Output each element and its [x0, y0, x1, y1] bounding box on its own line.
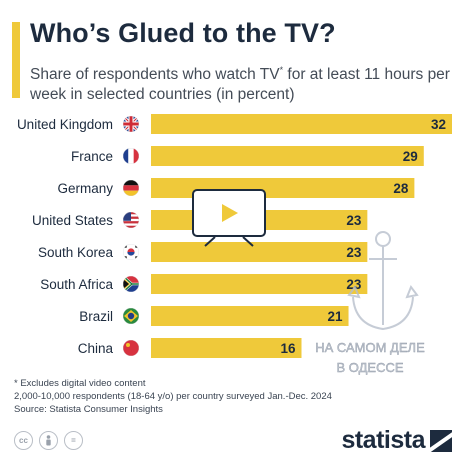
flag-us-icon — [123, 212, 139, 228]
category-label: United Kingdom — [17, 117, 113, 132]
footnote-excludes: * Excludes digital video content — [14, 378, 146, 389]
category-label: France — [71, 149, 113, 164]
flag-de-icon — [123, 180, 139, 196]
data-label: 23 — [346, 213, 362, 228]
subtitle-footnote-mark: * — [279, 65, 284, 75]
data-label: 23 — [346, 277, 362, 292]
bar-fr — [151, 146, 424, 166]
bar-de — [151, 178, 415, 198]
tv-leg-right — [242, 236, 254, 247]
category-label: United States — [32, 213, 113, 228]
flag-za-icon — [123, 276, 139, 292]
data-label: 28 — [393, 181, 409, 196]
data-label: 23 — [346, 245, 362, 260]
bar-row-uk: United Kingdom 32 — [17, 114, 452, 134]
footnote-respondents: 2,000-10,000 respondents (18-64 y/o) per… — [14, 391, 332, 402]
category-label: South Korea — [38, 245, 114, 260]
bar-za — [151, 274, 368, 294]
source-note: Source: Statista Consumer Insights — [14, 404, 163, 415]
category-label: Germany — [57, 181, 113, 196]
flag-uk-icon — [123, 116, 139, 132]
title-accent-bar — [12, 22, 20, 98]
brand-name: statista — [341, 426, 425, 454]
chart-subtitle: Share of respondents who watch TV* for a… — [30, 60, 450, 105]
watermark-line-2: В ОДЕССЕ — [336, 360, 403, 375]
subtitle-rest: for at least 11 hours per week in select… — [30, 66, 450, 104]
chart-title: Who’s Glued to the TV? — [30, 18, 336, 48]
bar-row-br: Brazil 21 — [79, 306, 349, 326]
watermark-line-1: НА САМОМ ДЕЛЕ — [315, 340, 425, 355]
play-icon — [222, 204, 238, 222]
bar-row-cn: China 16 — [78, 338, 302, 358]
bar-uk — [151, 114, 452, 134]
subtitle-main: Share of respondents who watch TV — [30, 66, 280, 84]
bar-cn — [151, 338, 302, 358]
category-label: South Africa — [40, 277, 113, 292]
tv-leg-left — [204, 236, 216, 247]
statista-mark-icon — [430, 429, 452, 452]
bar-kr — [151, 242, 368, 262]
person-icon — [46, 435, 51, 446]
cc-icon[interactable]: cc — [14, 431, 33, 450]
bar-row-kr: South Korea 23 — [38, 242, 368, 262]
flag-fr-icon — [123, 148, 139, 164]
category-label: Brazil — [79, 309, 113, 324]
flag-kr-icon — [123, 244, 139, 260]
no-derivatives-icon[interactable]: = — [64, 431, 83, 450]
statista-logo[interactable]: statista — [341, 426, 452, 455]
data-label: 16 — [280, 341, 296, 356]
video-play-overlay[interactable] — [192, 189, 266, 247]
category-label: China — [78, 341, 114, 356]
data-label: 29 — [403, 149, 418, 164]
bar-br — [151, 306, 349, 326]
flag-br-icon — [123, 308, 139, 324]
attribution-icon[interactable] — [39, 431, 58, 450]
bar-row-fr: France 29 — [71, 146, 424, 166]
license-icons: cc = — [14, 431, 83, 450]
anchor-watermark: НА САМОМ ДЕЛЕ В ОДЕССЕ — [315, 231, 425, 375]
data-label: 32 — [431, 117, 446, 132]
footnotes: * Excludes digital video content 2,000-1… — [14, 377, 332, 416]
data-label: 21 — [328, 309, 344, 324]
bar-row-za: South Africa 23 — [40, 274, 368, 294]
flag-cn-icon — [123, 340, 139, 356]
bar-chart: United Kingdom 32 France 29 Germany 28 United … — [17, 114, 452, 358]
